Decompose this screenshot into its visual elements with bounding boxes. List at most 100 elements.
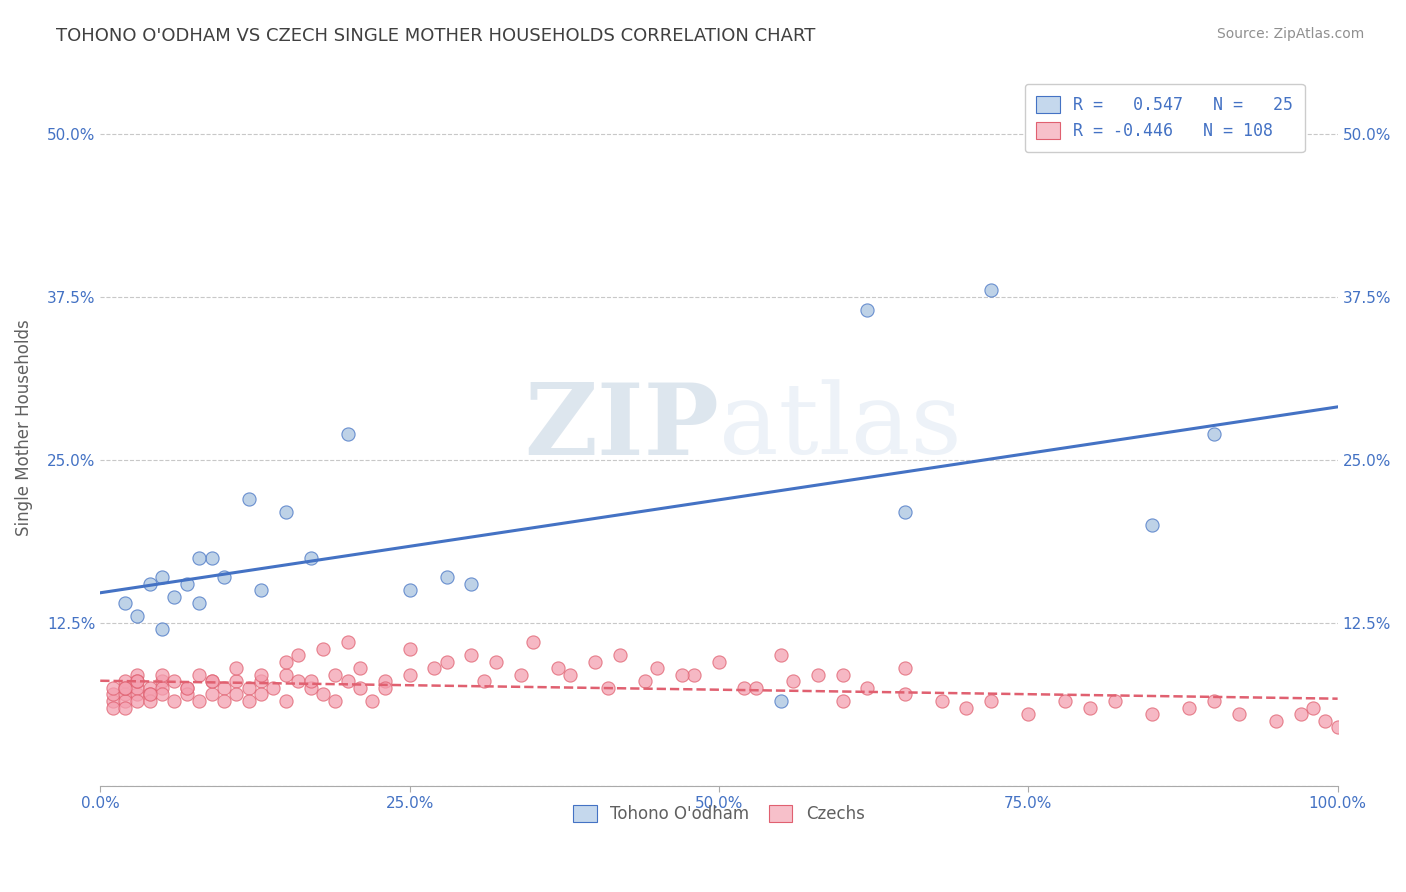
Point [782,674,804,689]
Point [176,576,198,591]
Point [1289,707,1312,722]
Point [127,668,149,682]
Point [325,694,347,708]
Point [769,648,792,663]
Point [683,668,706,682]
Text: ZIP: ZIP [524,378,718,475]
Point [263,681,285,695]
Point [510,668,533,682]
Point [163,674,186,689]
Point [1302,700,1324,714]
Point [114,681,136,695]
Point [361,694,384,708]
Point [238,681,260,695]
Point [374,674,396,689]
Point [733,681,755,695]
Point [150,681,173,695]
Point [299,674,322,689]
Point [150,570,173,584]
Point [225,661,247,675]
Point [114,674,136,689]
Point [114,596,136,610]
Point [460,648,482,663]
Point [436,655,458,669]
Point [1264,714,1286,728]
Point [472,674,495,689]
Point [769,694,792,708]
Point [274,505,297,519]
Point [127,688,149,702]
Point [336,674,359,689]
Point [274,668,297,682]
Point [225,688,247,702]
Point [139,688,162,702]
Point [398,641,420,656]
Point [312,641,335,656]
Point [238,694,260,708]
Point [139,694,162,708]
Point [893,505,915,519]
Point [312,688,335,702]
Point [1140,707,1163,722]
Point [127,609,149,624]
Point [560,668,582,682]
Point [349,661,371,675]
Point [299,681,322,695]
Point [101,700,124,714]
Y-axis label: Single Mother Households: Single Mother Households [15,318,32,535]
Point [1326,720,1348,734]
Point [831,694,853,708]
Point [609,648,631,663]
Point [250,668,273,682]
Point [250,674,273,689]
Point [336,635,359,649]
Point [176,681,198,695]
Point [336,426,359,441]
Point [150,622,173,636]
Point [1202,694,1225,708]
Point [856,302,879,317]
Point [139,576,162,591]
Point [176,681,198,695]
Point [176,688,198,702]
Point [225,674,247,689]
Point [114,688,136,702]
Point [398,668,420,682]
Point [856,681,879,695]
Point [1078,700,1101,714]
Point [547,661,569,675]
Point [163,590,186,604]
Point [287,674,309,689]
Point [398,583,420,598]
Point [250,583,273,598]
Point [299,550,322,565]
Point [955,700,977,714]
Point [1140,518,1163,533]
Point [101,694,124,708]
Point [583,655,606,669]
Legend: Tohono O'odham, Czechs: Tohono O'odham, Czechs [561,793,876,835]
Point [201,550,224,565]
Point [101,681,124,695]
Point [645,661,668,675]
Point [188,550,211,565]
Point [274,694,297,708]
Point [485,655,508,669]
Point [831,668,853,682]
Point [460,576,482,591]
Point [671,668,693,682]
Point [127,674,149,689]
Point [745,681,768,695]
Point [188,668,211,682]
Point [707,655,730,669]
Point [127,694,149,708]
Point [931,694,953,708]
Point [1104,694,1126,708]
Point [188,596,211,610]
Point [1315,714,1337,728]
Point [1054,694,1077,708]
Point [349,681,371,695]
Point [423,661,446,675]
Point [522,635,544,649]
Point [127,674,149,689]
